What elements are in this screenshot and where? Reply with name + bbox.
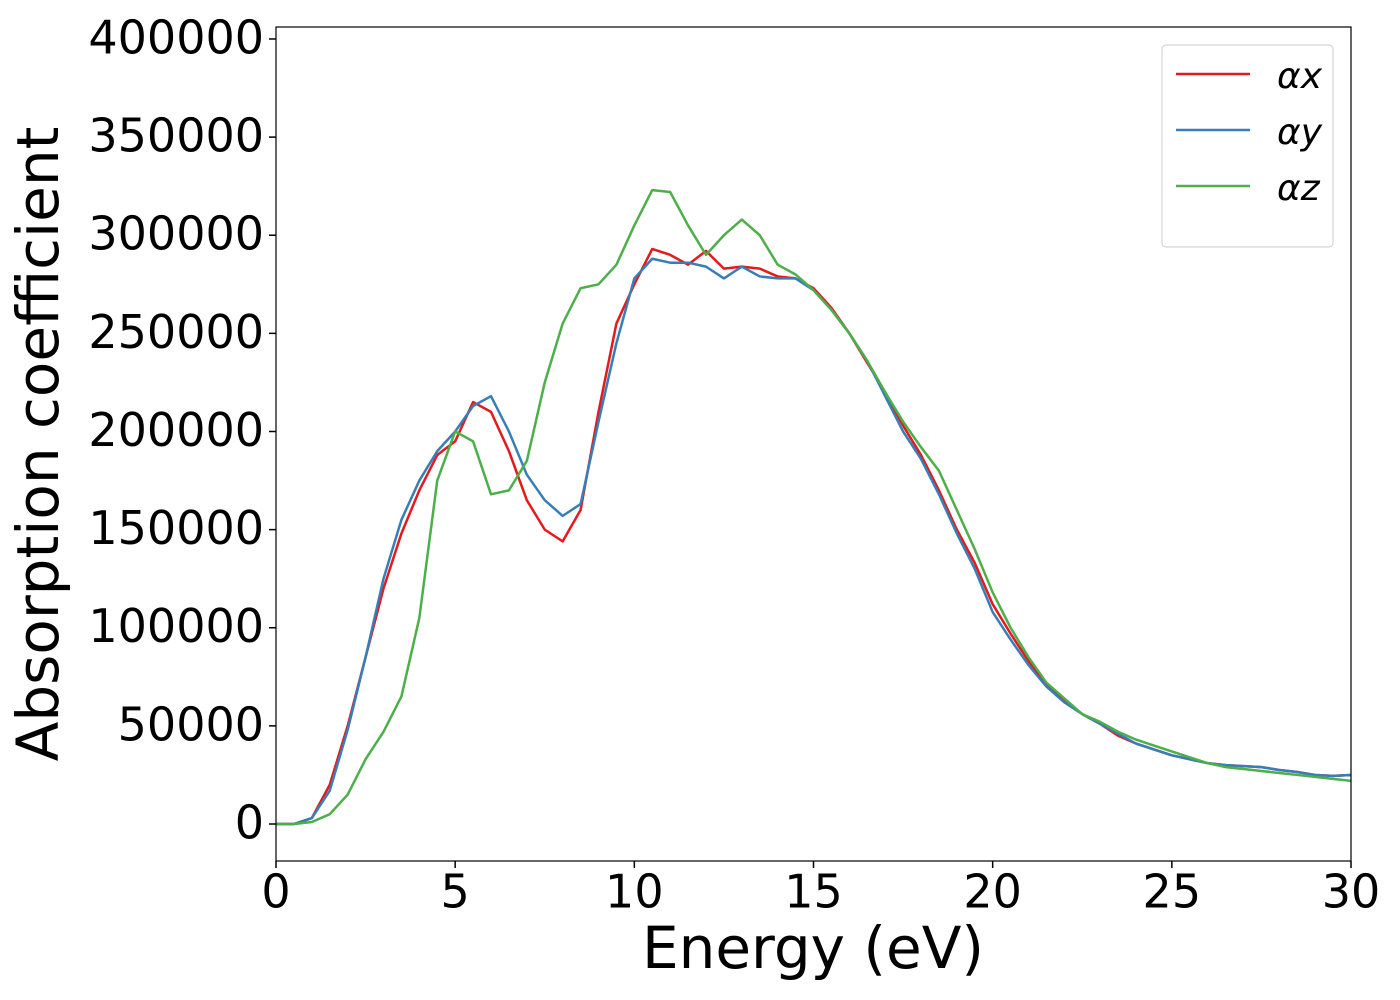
x-tick-label: 15 <box>784 865 843 919</box>
x-tick-label: 0 <box>261 865 290 919</box>
plot-frame <box>275 26 1352 862</box>
x-tick-label: 5 <box>441 865 470 919</box>
legend-label: αx <box>1277 56 1323 97</box>
y-tick-label: 350000 <box>88 109 264 163</box>
y-tick-label: 400000 <box>88 10 264 64</box>
x-axis-label: Energy (eV) <box>642 914 984 982</box>
legend-box <box>1161 44 1334 248</box>
legend-label: αz <box>1277 168 1321 209</box>
y-tick-label: 200000 <box>88 403 264 457</box>
y-tick-label: 0 <box>235 796 264 850</box>
data-line <box>276 247 1352 826</box>
y-tick-label: 100000 <box>88 599 264 653</box>
x-tick-label: 20 <box>963 865 1022 919</box>
data-line <box>276 257 1352 826</box>
y-tick-label: 250000 <box>88 305 264 359</box>
legend-label: αy <box>1277 112 1323 153</box>
y-axis-label: Absorption coefficient <box>4 127 72 762</box>
x-tick-label: 30 <box>1322 865 1381 919</box>
x-tick-label: 25 <box>1143 865 1202 919</box>
x-tick-label: 10 <box>605 865 664 919</box>
y-tick-label: 50000 <box>118 697 264 751</box>
y-tick-label: 150000 <box>88 501 264 555</box>
data-line <box>276 188 1352 826</box>
y-tick-label: 300000 <box>88 207 264 261</box>
